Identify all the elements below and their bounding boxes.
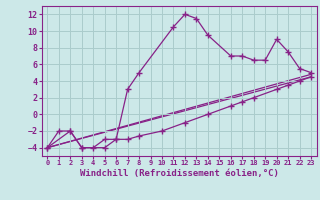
X-axis label: Windchill (Refroidissement éolien,°C): Windchill (Refroidissement éolien,°C) <box>80 169 279 178</box>
